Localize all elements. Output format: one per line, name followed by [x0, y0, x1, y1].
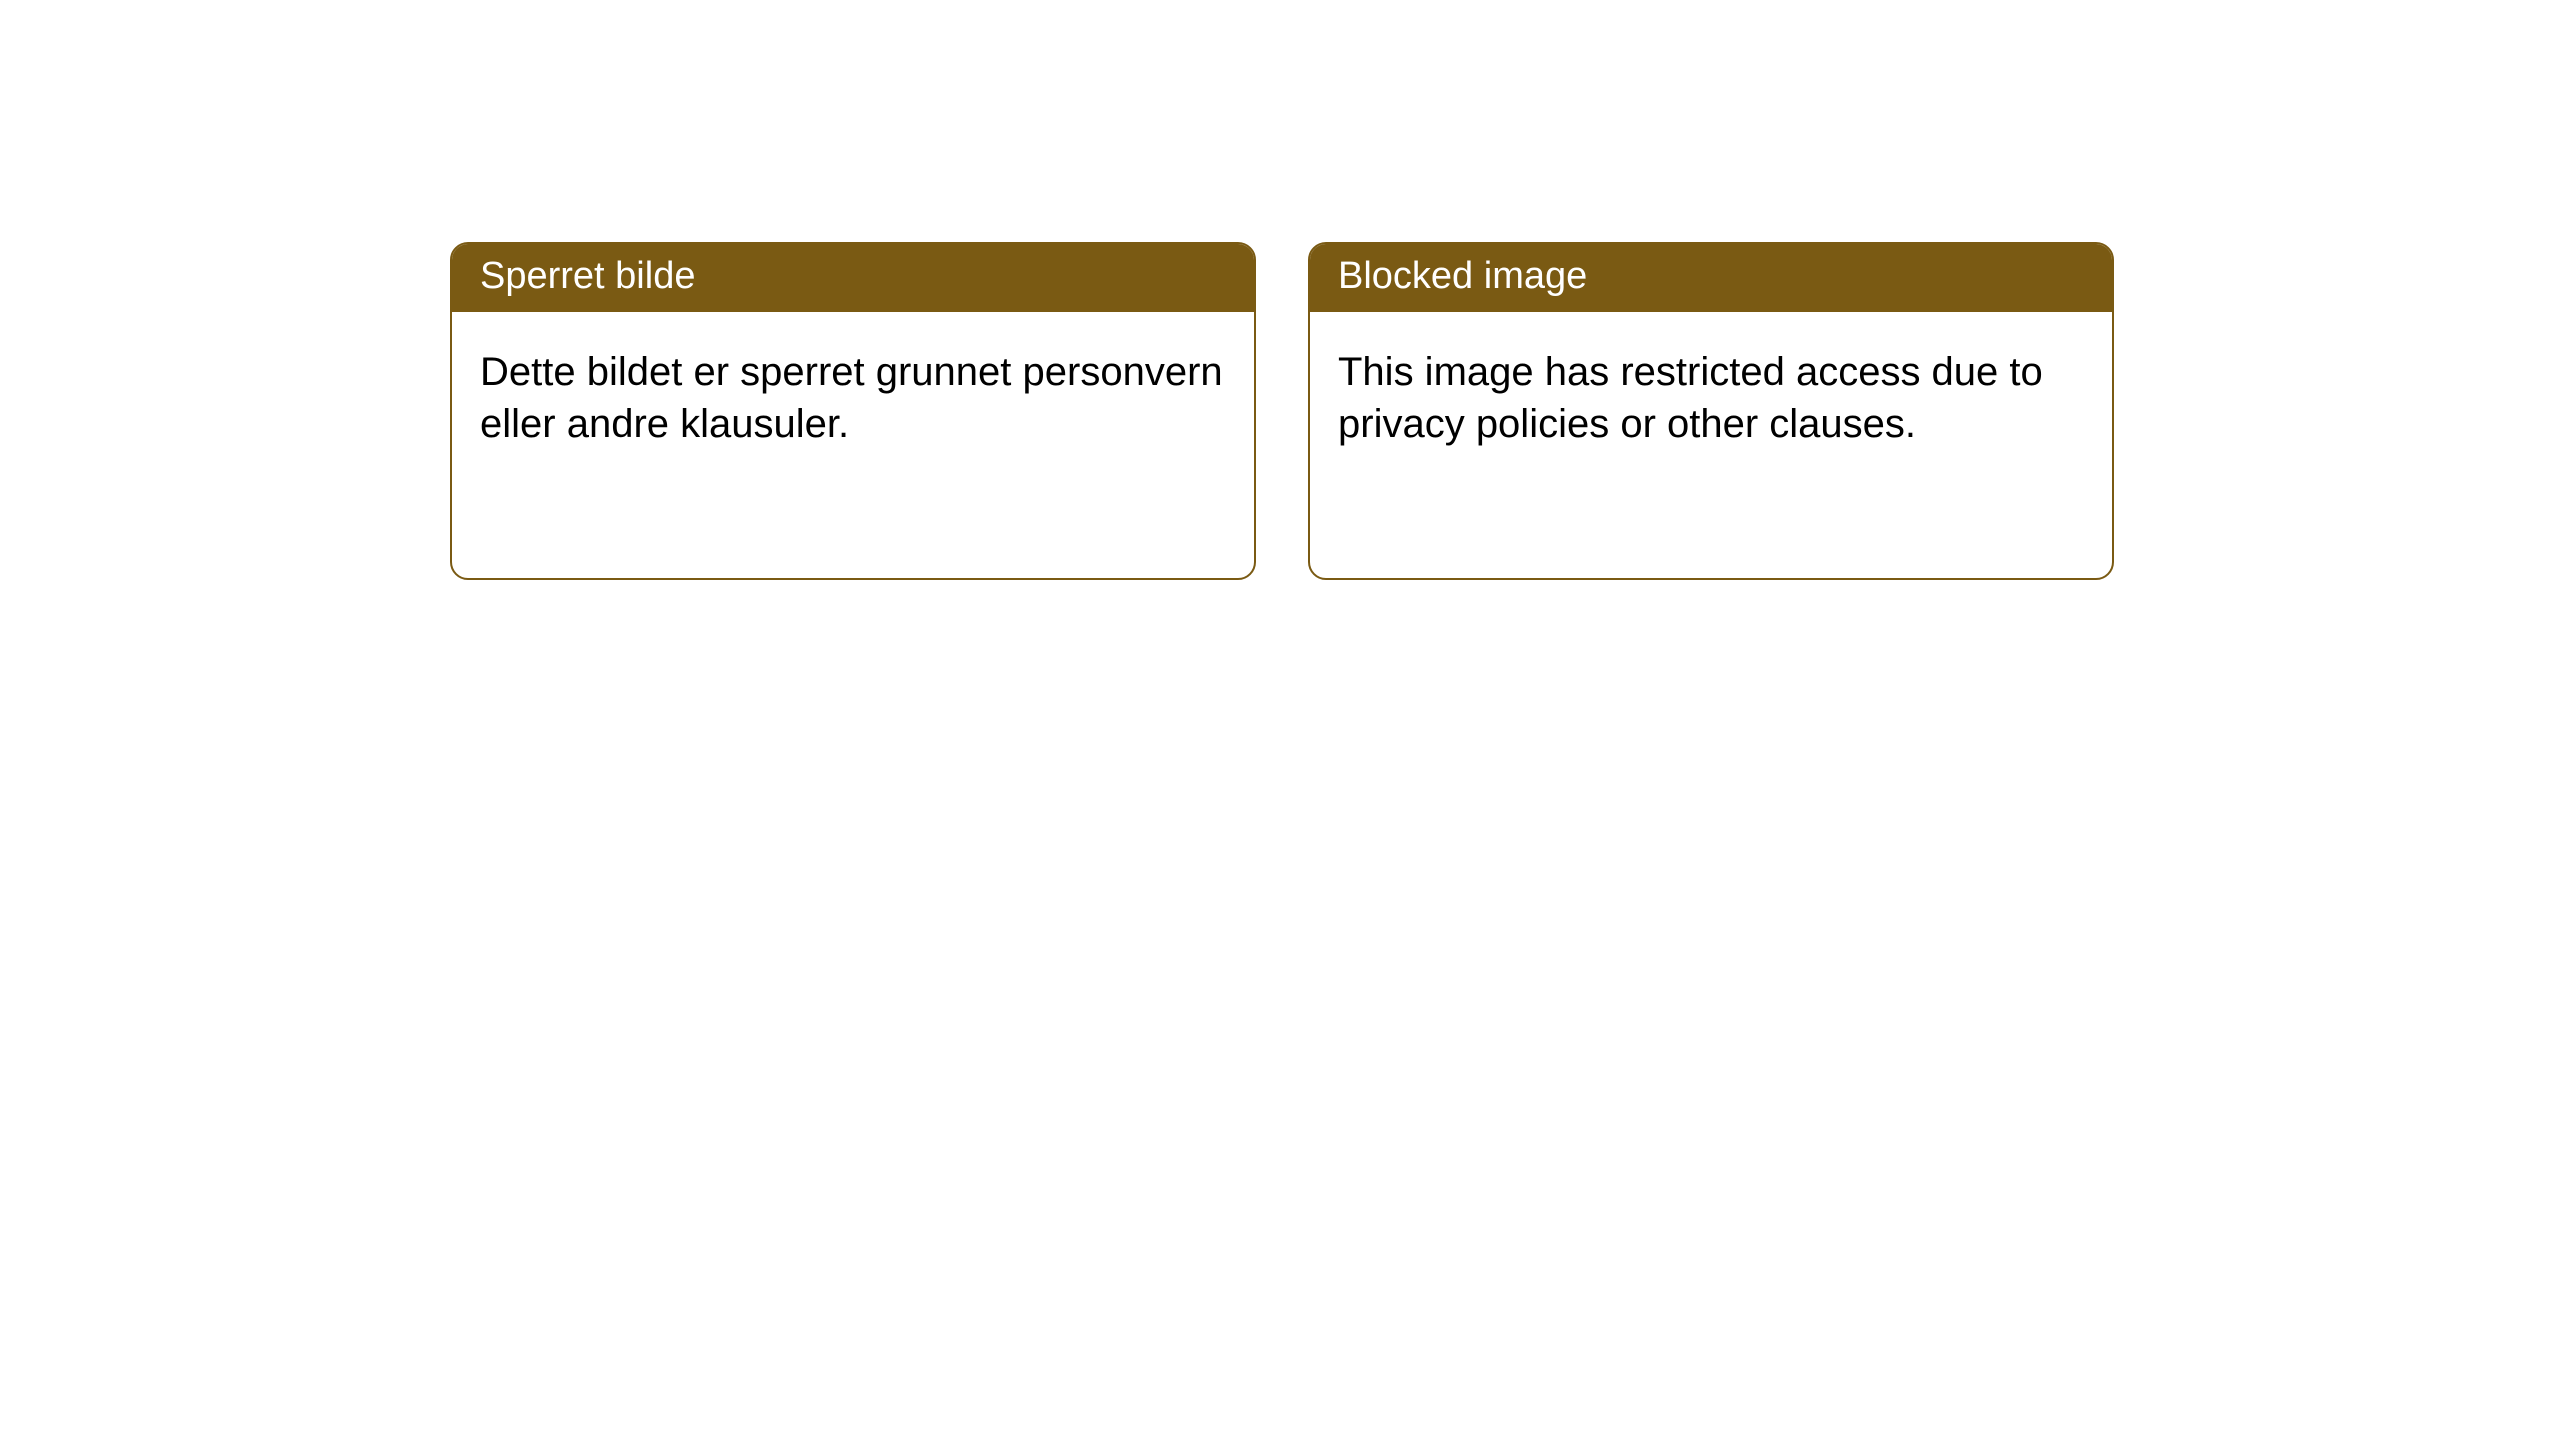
card-body-text: This image has restricted access due to … — [1338, 350, 2043, 447]
notice-card-english: Blocked image This image has restricted … — [1308, 242, 2114, 580]
card-title: Blocked image — [1338, 255, 1587, 297]
card-body-text: Dette bildet er sperret grunnet personve… — [480, 350, 1223, 447]
card-title: Sperret bilde — [480, 255, 695, 297]
card-body: This image has restricted access due to … — [1310, 312, 2112, 486]
notice-container: Sperret bilde Dette bildet er sperret gr… — [450, 242, 2114, 580]
notice-card-norwegian: Sperret bilde Dette bildet er sperret gr… — [450, 242, 1256, 580]
card-body: Dette bildet er sperret grunnet personve… — [452, 312, 1254, 486]
card-header: Sperret bilde — [452, 244, 1254, 312]
card-header: Blocked image — [1310, 244, 2112, 312]
